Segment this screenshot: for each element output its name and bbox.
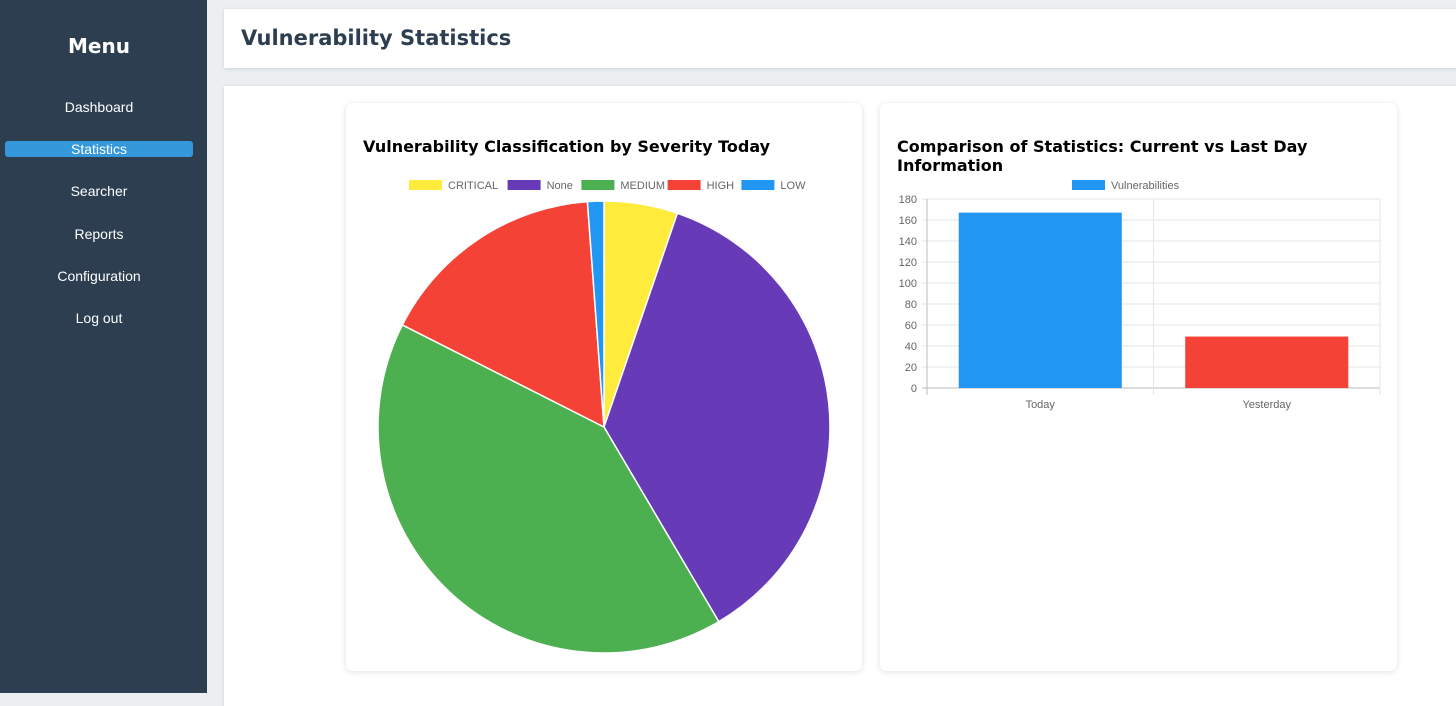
severity-pie-chart: CRITICAL None MEDIUM HIGH LOW: [377, 180, 831, 654]
legend-label-medium: MEDIUM: [620, 180, 665, 192]
y-tick-label-80: 80: [905, 299, 917, 311]
bar-today: [958, 212, 1122, 388]
legend-label-high: HIGH: [707, 180, 735, 192]
y-tick-label-0: 0: [911, 383, 917, 395]
legend-swatch-medium: [581, 180, 615, 190]
sidebar-item-dashboard[interactable]: Dashboard: [64, 99, 134, 115]
sidebar-item-searcher[interactable]: Searcher: [70, 183, 128, 199]
y-tick-label-160: 160: [899, 215, 917, 227]
y-tick-label-40: 40: [905, 341, 917, 353]
sidebar-item-configuration[interactable]: Configuration: [57, 268, 141, 284]
page-title: Vulnerability Statistics: [241, 26, 512, 50]
sidebar-item-statistics[interactable]: Statistics: [5, 141, 193, 157]
comparison-chart-card: Comparison of Statistics: Current vs Las…: [880, 103, 1397, 671]
legend-swatch-critical: [409, 180, 442, 190]
y-tick-label-60: 60: [905, 320, 917, 332]
comparison-chart-title: Comparison of Statistics: Current vs Las…: [897, 137, 1308, 175]
pie-slice-medium: [377, 323, 720, 654]
pie-slice-none: [603, 212, 831, 623]
legend-label-critical: CRITICAL: [448, 180, 498, 192]
x-tick-label-today: Today: [1026, 399, 1056, 411]
legend-swatch-high: [667, 180, 701, 190]
y-tick-label-180: 180: [899, 194, 917, 206]
legend-swatch-vulnerabilities: [1072, 180, 1105, 190]
legend-label-low: LOW: [780, 180, 806, 192]
y-tick-label-100: 100: [899, 278, 917, 290]
legend-label-vulnerabilities: Vulnerabilities: [1111, 180, 1180, 192]
menu-title: Menu: [68, 34, 130, 58]
pie-slice-high: [401, 200, 605, 429]
bar-yesterday: [1185, 336, 1349, 388]
legend-swatch-none: [507, 180, 541, 190]
y-tick-label-120: 120: [899, 257, 917, 269]
pie-slice-low: [586, 200, 605, 428]
comparison-bar-chart: Vulnerabilities 0 20 40 60 80 100 120 140 160 180 T…: [899, 180, 1381, 411]
y-tick-label-20: 20: [905, 362, 917, 374]
sidebar-item-reports[interactable]: Reports: [74, 226, 124, 242]
sidebar-item-logout[interactable]: Log out: [75, 310, 123, 326]
severity-legend: CRITICAL None MEDIUM HIGH LOW: [409, 180, 806, 192]
x-tick-label-yesterday: Yesterday: [1242, 399, 1291, 411]
legend-swatch-low: [741, 180, 775, 190]
comparison-legend: Vulnerabilities: [1072, 180, 1180, 192]
sidebar: Menu Dashboard Statistics Searcher Repor…: [0, 0, 207, 693]
legend-label-none: None: [547, 180, 573, 192]
severity-chart-title: Vulnerability Classification by Severity…: [363, 137, 771, 156]
page-header: Vulnerability Statistics: [224, 9, 1456, 68]
severity-chart-card: Vulnerability Classification by Severity…: [346, 103, 862, 671]
y-tick-label-140: 140: [899, 236, 917, 248]
